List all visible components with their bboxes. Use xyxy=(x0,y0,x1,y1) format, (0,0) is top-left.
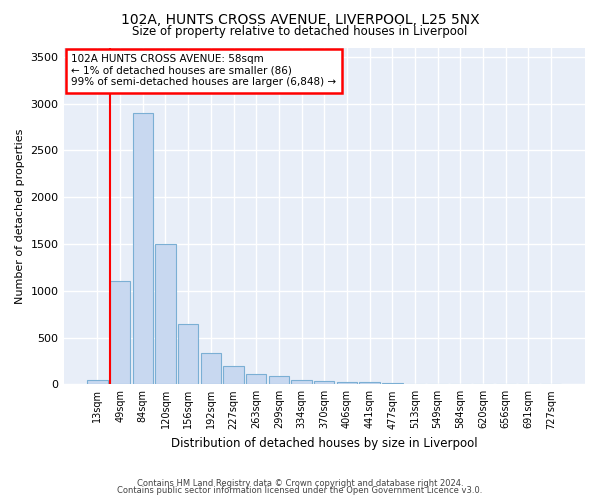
Y-axis label: Number of detached properties: Number of detached properties xyxy=(15,128,25,304)
Text: Size of property relative to detached houses in Liverpool: Size of property relative to detached ho… xyxy=(133,25,467,38)
Bar xyxy=(314,381,334,384)
Bar xyxy=(359,382,380,384)
Bar xyxy=(87,380,107,384)
Bar xyxy=(223,366,244,384)
Text: Contains public sector information licensed under the Open Government Licence v3: Contains public sector information licen… xyxy=(118,486,482,495)
X-axis label: Distribution of detached houses by size in Liverpool: Distribution of detached houses by size … xyxy=(171,437,478,450)
Text: Contains HM Land Registry data © Crown copyright and database right 2024.: Contains HM Land Registry data © Crown c… xyxy=(137,478,463,488)
Bar xyxy=(292,380,312,384)
Bar xyxy=(155,244,176,384)
Bar xyxy=(246,374,266,384)
Bar xyxy=(269,376,289,384)
Bar xyxy=(200,354,221,384)
Bar xyxy=(382,383,403,384)
Text: 102A HUNTS CROSS AVENUE: 58sqm
← 1% of detached houses are smaller (86)
99% of s: 102A HUNTS CROSS AVENUE: 58sqm ← 1% of d… xyxy=(71,54,337,88)
Bar xyxy=(133,113,153,384)
Bar xyxy=(178,324,199,384)
Bar xyxy=(337,382,357,384)
Bar xyxy=(110,282,130,385)
Text: 102A, HUNTS CROSS AVENUE, LIVERPOOL, L25 5NX: 102A, HUNTS CROSS AVENUE, LIVERPOOL, L25… xyxy=(121,12,479,26)
